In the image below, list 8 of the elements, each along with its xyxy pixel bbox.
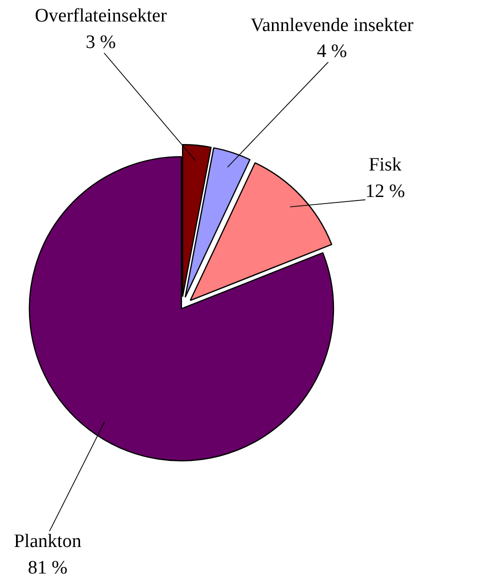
slice-label: Fisk — [368, 154, 402, 176]
slice-label: Plankton — [14, 531, 82, 552]
data-label: 81 % — [28, 557, 68, 577]
data-label: 4 % — [316, 41, 348, 62]
data-label: 3 % — [86, 32, 116, 53]
slice-label: Vannlevende insekter — [250, 14, 414, 36]
data-label: 12 % — [365, 180, 406, 202]
slice-label: Overflateinsekter — [34, 6, 168, 27]
